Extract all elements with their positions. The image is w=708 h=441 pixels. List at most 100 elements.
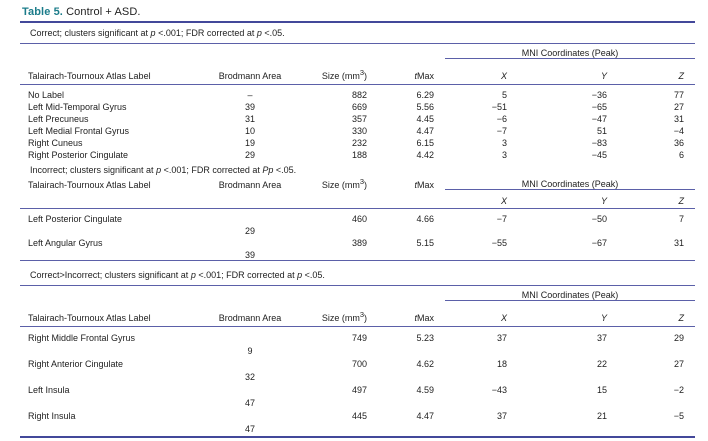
table-row: Right Anterior Cingulate 700 4.62 18 22 27: [20, 356, 695, 369]
cell-z: 27: [674, 102, 685, 112]
cell-x: 3: [501, 150, 507, 160]
cell-size: 232: [351, 138, 367, 148]
subtitle-text: Correct; clusters significant at: [30, 28, 151, 38]
cell-x: −55: [491, 238, 507, 248]
cell-size: 497: [351, 385, 367, 395]
mni-span-row: MNI Coordinates (Peak): [20, 44, 696, 59]
column-header-row: Talairach-Tournoux Atlas Label Brodmann …: [20, 300, 696, 327]
cell-brodmann: 47: [215, 421, 285, 438]
cell-size: 669: [351, 102, 367, 112]
column-header-tmax: tMax: [375, 58, 445, 85]
cell-x: −6: [496, 114, 507, 124]
table-row: Right Middle Frontal Gyrus 749 5.23 37 37 29: [20, 327, 695, 343]
table-subrow: 47: [20, 395, 695, 408]
spacer-cell: [375, 189, 445, 209]
spacer-cell: [285, 189, 375, 209]
spacer-cell: [20, 395, 215, 408]
size-label-close: ): [364, 71, 367, 81]
cell-size: 188: [351, 150, 367, 160]
cell-atlas-label: Left Posterior Cingulate: [28, 214, 123, 224]
spacer-cell: [285, 395, 695, 408]
column-header-z: Z: [612, 300, 696, 327]
cell-z: 6: [679, 150, 685, 160]
cell-y: −47: [591, 114, 607, 124]
cell-x: −7: [496, 126, 507, 136]
cell-size: 460: [351, 214, 367, 224]
column-header-brodmann: Brodmann Area: [215, 300, 285, 327]
subtitle-p-symbol: p: [156, 165, 162, 175]
subtitle-p-symbol: p: [297, 270, 303, 280]
subtitle-text: Incorrect; clusters significant at: [30, 165, 157, 175]
cell-z: −4: [673, 126, 685, 136]
column-header-y: Y: [517, 58, 612, 85]
table-row: Right Insula 445 4.47 37 21 −5: [20, 408, 695, 421]
cell-x: 18: [496, 359, 507, 369]
cell-size: 882: [351, 90, 367, 100]
column-header-size: Size (mm3): [285, 176, 375, 190]
spacer-cell: [20, 286, 445, 301]
subtitle-text: <.05.: [261, 28, 285, 38]
column-header-size: Size (mm3): [285, 300, 375, 327]
cell-x: −7: [496, 214, 507, 224]
cell-x: 3: [501, 138, 507, 148]
cell-y: −65: [591, 102, 607, 112]
table-row: No Label – 882 6.29 5 −36 77: [20, 85, 695, 100]
column-header-x: X: [445, 58, 517, 85]
table-subrow: 47: [20, 421, 696, 438]
spacer-cell: [285, 369, 695, 382]
cell-brodmann: 9: [247, 346, 253, 356]
cell-y: −83: [591, 138, 607, 148]
spacer-cell: [215, 356, 285, 369]
section3-table: MNI Coordinates (Peak) Talairach-Tournou…: [20, 286, 696, 438]
column-header-row: Talairach-Tournoux Atlas Label Brodmann …: [20, 176, 696, 190]
mni-span-row: MNI Coordinates (Peak): [20, 286, 696, 301]
cell-brodmann: 19: [244, 138, 255, 148]
cell-atlas-label: Left Medial Frontal Gyrus: [28, 126, 130, 136]
cell-z: 31: [674, 238, 685, 248]
subtitle-text: <.001; FDR corrected at: [195, 270, 298, 280]
cell-brodmann: 29: [244, 150, 255, 160]
column-header-brodmann: Brodmann Area: [218, 179, 282, 190]
section3-subtitle: Correct>Incorrect; clusters significant …: [20, 265, 695, 285]
subtitle-text: <.001; FDR corrected at: [155, 28, 257, 38]
table-row: Left Posterior Cingulate 460 4.66 −7 −50 7: [20, 209, 695, 224]
cell-z: 31: [674, 114, 685, 124]
mni-coordinates-header: MNI Coordinates (Peak): [445, 286, 696, 301]
cell-brodmann: 39: [244, 102, 255, 112]
cell-y: 15: [596, 385, 607, 395]
mni-coordinates-header: MNI Coordinates (Peak): [445, 44, 696, 59]
cell-tmax: 4.47: [416, 411, 434, 421]
cell-atlas-label: Left Angular Gyrus: [28, 238, 103, 248]
tmax-rest: Max: [416, 179, 434, 190]
cell-atlas-label: Right Cuneus: [28, 138, 83, 148]
column-header-brodmann: Brodmann Area: [215, 58, 285, 85]
cell-brodmann: 31: [244, 114, 255, 124]
spacer-cell: [285, 248, 696, 261]
spacer-cell: [285, 421, 696, 438]
cell-size: 389: [351, 238, 367, 248]
tmax-t: t: [414, 71, 417, 81]
cell-atlas-label: Right Insula: [28, 411, 76, 421]
cell-y: 51: [596, 126, 607, 136]
column-header-z: Z: [612, 58, 696, 85]
section2-table: Talairach-Tournoux Atlas Label Brodmann …: [20, 176, 696, 261]
subtitle-text: Correct>Incorrect; clusters significant …: [30, 270, 191, 280]
cell-tmax: 6.29: [416, 90, 434, 100]
cell-tmax: 5.23: [416, 333, 434, 343]
cell-size: 700: [351, 359, 367, 369]
cell-z: 29: [674, 333, 685, 343]
subtitle-text: <.05.: [273, 165, 297, 175]
cell-x: 37: [496, 411, 507, 421]
table-row: Left Precuneus 31 357 4.45 −6 −47 31: [20, 112, 695, 124]
cell-tmax: 4.59: [416, 385, 434, 395]
cell-y: −45: [591, 150, 607, 160]
cell-tmax: 4.66: [416, 214, 434, 224]
cell-brodmann: 39: [215, 248, 285, 261]
cell-atlas-label: Left Mid-Temporal Gyrus: [28, 102, 127, 112]
cell-size: 330: [351, 126, 367, 136]
cell-size: 749: [351, 333, 367, 343]
subtitle-text: <.05.: [302, 270, 325, 280]
column-header-atlas: Talairach-Tournoux Atlas Label: [20, 300, 215, 327]
column-header-row: Talairach-Tournoux Atlas Label Brodmann …: [20, 58, 696, 85]
